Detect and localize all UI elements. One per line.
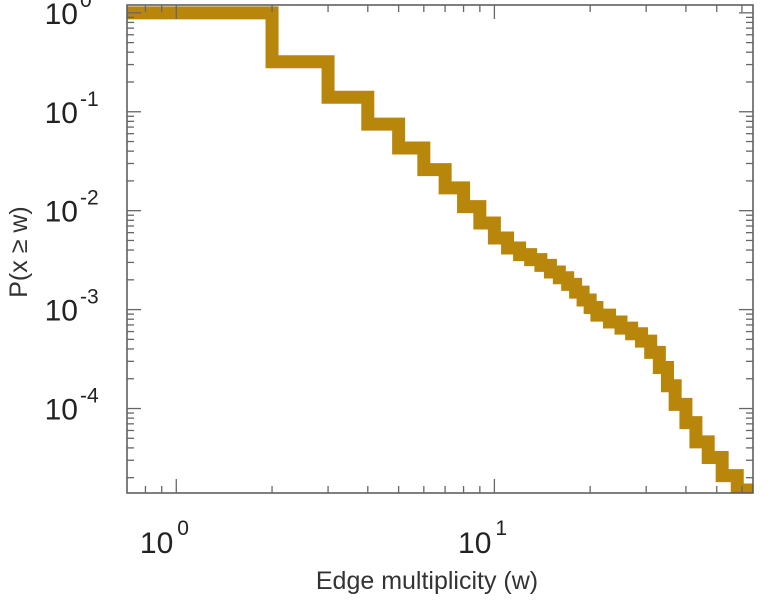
- x-tick-label-exponent: 1: [495, 517, 507, 540]
- x-tick-label: 10 0: [140, 517, 189, 560]
- ccdf-step-line: [127, 6, 753, 493]
- x-axis-label: Edge multiplicity (w): [316, 567, 538, 595]
- y-tick-label: 10 -1: [45, 88, 99, 130]
- y-tick-label-base: 10: [45, 196, 78, 229]
- y-tick-label-exponent: -2: [80, 187, 99, 210]
- y-tick-label-base: 10: [45, 295, 78, 328]
- x-tick-label-exponent: 0: [177, 517, 189, 540]
- y-tick-label-base: 10: [45, 394, 78, 427]
- y-tick-label: 10 -3: [45, 286, 99, 328]
- x-tick-label-base: 10: [458, 527, 491, 560]
- y-axis-label: P(x ≥ w): [5, 206, 33, 298]
- y-tick-label: 10 0: [45, 0, 92, 31]
- y-tick-label-exponent: -4: [80, 385, 99, 408]
- y-tick-label: 10 -2: [45, 187, 99, 229]
- y-tick-label-base: 10: [45, 0, 78, 31]
- plot-line-layer: [127, 6, 753, 493]
- x-tick-label: 10 1: [458, 517, 507, 560]
- y-tick-label-exponent: -3: [80, 286, 99, 309]
- x-tick-label-base: 10: [140, 527, 173, 560]
- y-tick-label-exponent: -1: [80, 88, 99, 111]
- ticks-layer: [126, 5, 753, 493]
- y-tick-label-exponent: 0: [80, 0, 92, 12]
- plot-frame: [126, 4, 754, 494]
- y-tick-label: 10 -4: [45, 385, 99, 427]
- y-tick-label-base: 10: [45, 97, 78, 130]
